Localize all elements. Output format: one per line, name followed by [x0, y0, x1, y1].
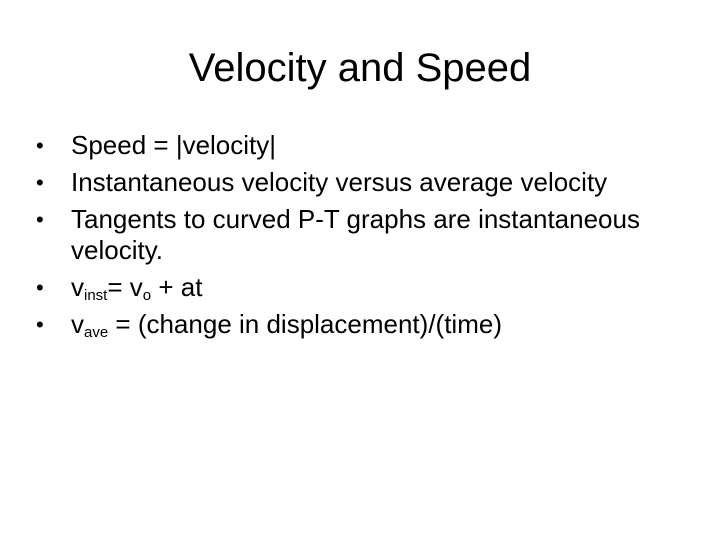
- bullet-dot-icon: •: [36, 207, 44, 232]
- bullet-text: Instantaneous velocity versus average ve…: [71, 167, 608, 197]
- subscript-inst: inst: [84, 287, 108, 304]
- bullet-text: Speed = |velocity|: [71, 130, 277, 160]
- bullet-list: • Speed = |velocity| • Instantaneous vel…: [36, 130, 696, 346]
- bullet-dot-icon: •: [36, 275, 44, 300]
- equation-inst: vinst= vo + at: [71, 272, 203, 304]
- bullet-dot-icon: •: [36, 312, 44, 337]
- subscript-ave: ave: [84, 324, 109, 341]
- bullet-item: • Speed = |velocity|: [36, 130, 696, 161]
- bullet-dot-icon: •: [36, 170, 44, 195]
- plus-at: + at: [151, 272, 203, 302]
- bullet-item: • Instantaneous velocity versus average …: [36, 167, 696, 198]
- slide-title: Velocity and Speed: [188, 46, 532, 90]
- subscript-o: o: [142, 287, 152, 304]
- bullet-text: Tangents to curved P-T graphs are instan…: [71, 204, 640, 265]
- equation-rest: = (change in displacement)/(time): [108, 309, 502, 339]
- bullet-item: • vinst= vo + at: [36, 272, 696, 303]
- var-v: v: [71, 309, 84, 339]
- bullet-dot-icon: •: [36, 133, 44, 158]
- var-v: v: [71, 272, 84, 302]
- bullet-item: • Tangents to curved P-T graphs are inst…: [36, 204, 696, 266]
- bullet-item: • vave = (change in displacement)/(time): [36, 309, 696, 340]
- equation-ave: vave = (change in displacement)/(time): [71, 309, 502, 341]
- equals-v: = v: [107, 272, 143, 302]
